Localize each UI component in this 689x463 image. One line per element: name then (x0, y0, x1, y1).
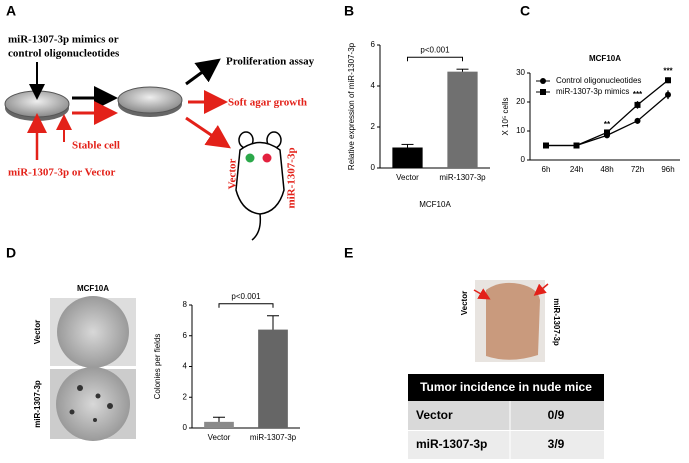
table: Tumor incidence in nude mice Vector 0/9 … (408, 374, 604, 459)
panel-label: C (520, 3, 530, 19)
x-tick-label: 72h (631, 165, 644, 174)
diagram: miR-1307-3p mimics or control oligonucle… (4, 34, 315, 241)
well (57, 296, 129, 368)
treatment-text: control oligonucleotides (8, 48, 120, 60)
x-tick-label: miR-1307-3p (439, 173, 486, 182)
bar (204, 421, 234, 428)
y-tick-label: 10 (516, 126, 525, 135)
point (540, 78, 546, 84)
arrow (533, 283, 549, 296)
y-axis-title: Relative expression of miR-1307-3p (347, 42, 356, 170)
mouse-photo: Vector miR-1307-3p (460, 280, 561, 362)
point (540, 89, 546, 95)
table-cell: Vector (416, 408, 453, 422)
arrow (185, 116, 231, 149)
mouse (235, 131, 285, 241)
x-tick-label: Vector (396, 173, 419, 182)
mouse-label: miR-1307-3p (286, 147, 298, 208)
assay-text: Soft agar growth (228, 97, 307, 109)
x-tick-label: 48h (600, 165, 613, 174)
y-tick-label: 30 (516, 68, 525, 77)
x-axis-title: MCF10A (419, 200, 451, 209)
panel-label: D (6, 245, 16, 261)
table-cell: miR-1307-3p (416, 437, 487, 451)
treatment-text: miR-1307-3p mimics or (8, 34, 119, 46)
panel-label: A (6, 3, 16, 19)
y-tick-label: 2 (371, 122, 376, 131)
panel-label: E (344, 245, 353, 261)
table-cell: 0/9 (548, 408, 565, 422)
row-label: miR-1307-3p (33, 380, 42, 428)
bar (258, 329, 288, 428)
micrographs: MCF10A Vector miR-1307-3p (33, 284, 136, 441)
annotation: ** (604, 120, 611, 129)
arrow (185, 58, 221, 86)
annotation: p<0.001 (420, 45, 450, 54)
y-tick-label: 0 (521, 155, 526, 164)
eye (245, 153, 255, 163)
annotation: p<0.001 (231, 292, 261, 301)
point (665, 77, 671, 84)
bar (447, 71, 478, 168)
point (604, 129, 610, 136)
y-tick-label: 4 (371, 81, 376, 90)
point (634, 117, 641, 124)
annotation: *** (633, 90, 643, 99)
assay-text: Proliferation assay (226, 56, 315, 68)
chart-title: MCF10A (589, 54, 621, 63)
x-tick-label: 6h (542, 165, 551, 174)
bar (392, 147, 423, 168)
dish (117, 86, 183, 114)
y-axis-title: Colonies per fields (153, 334, 162, 400)
y-tick-label: 2 (183, 392, 188, 401)
y-axis-title: X 10⁵ cells (501, 98, 510, 136)
y-tick-label: 6 (371, 40, 376, 49)
table-row (408, 401, 604, 430)
y-tick-label: 8 (183, 300, 188, 309)
mouse-body (486, 282, 540, 360)
row-label: Vector (33, 320, 42, 344)
point (543, 142, 549, 149)
photo-label: Vector (460, 291, 469, 315)
panel-label: B (344, 3, 354, 19)
legend-label: Control oligonucleotides (556, 76, 641, 85)
y-tick-label: 4 (183, 362, 188, 371)
table-row (408, 431, 604, 459)
stable-cell-text: Stable cell (72, 140, 120, 152)
y-tick-label: 0 (371, 163, 376, 172)
arrow (473, 288, 491, 300)
well (56, 367, 130, 441)
table-header (408, 374, 604, 401)
point (573, 142, 580, 149)
micrograph-title: MCF10A (77, 284, 109, 293)
significance-bracket (218, 303, 274, 308)
eye (262, 153, 272, 163)
legend-label: miR-1307-3p mimics (556, 87, 629, 96)
photo-label: miR-1307-3p (552, 298, 561, 346)
annotation: *** (663, 66, 673, 75)
point (665, 91, 671, 98)
point (634, 101, 641, 108)
x-tick-label: 96h (661, 165, 674, 174)
x-tick-label: 24h (570, 165, 583, 174)
y-tick-label: 0 (183, 423, 188, 432)
x-tick-label: Vector (208, 433, 231, 442)
transfection-text: miR-1307-3p or Vector (8, 167, 115, 179)
significance-bracket (407, 56, 463, 62)
table-cell: 3/9 (548, 437, 565, 451)
colonies (69, 385, 113, 422)
table-title: Tumor incidence in nude mice (420, 380, 592, 394)
y-tick-label: 20 (516, 97, 525, 106)
y-tick-label: 6 (183, 331, 188, 340)
mouse-label: Vector (227, 159, 239, 190)
x-tick-label: miR-1307-3p (250, 433, 297, 442)
